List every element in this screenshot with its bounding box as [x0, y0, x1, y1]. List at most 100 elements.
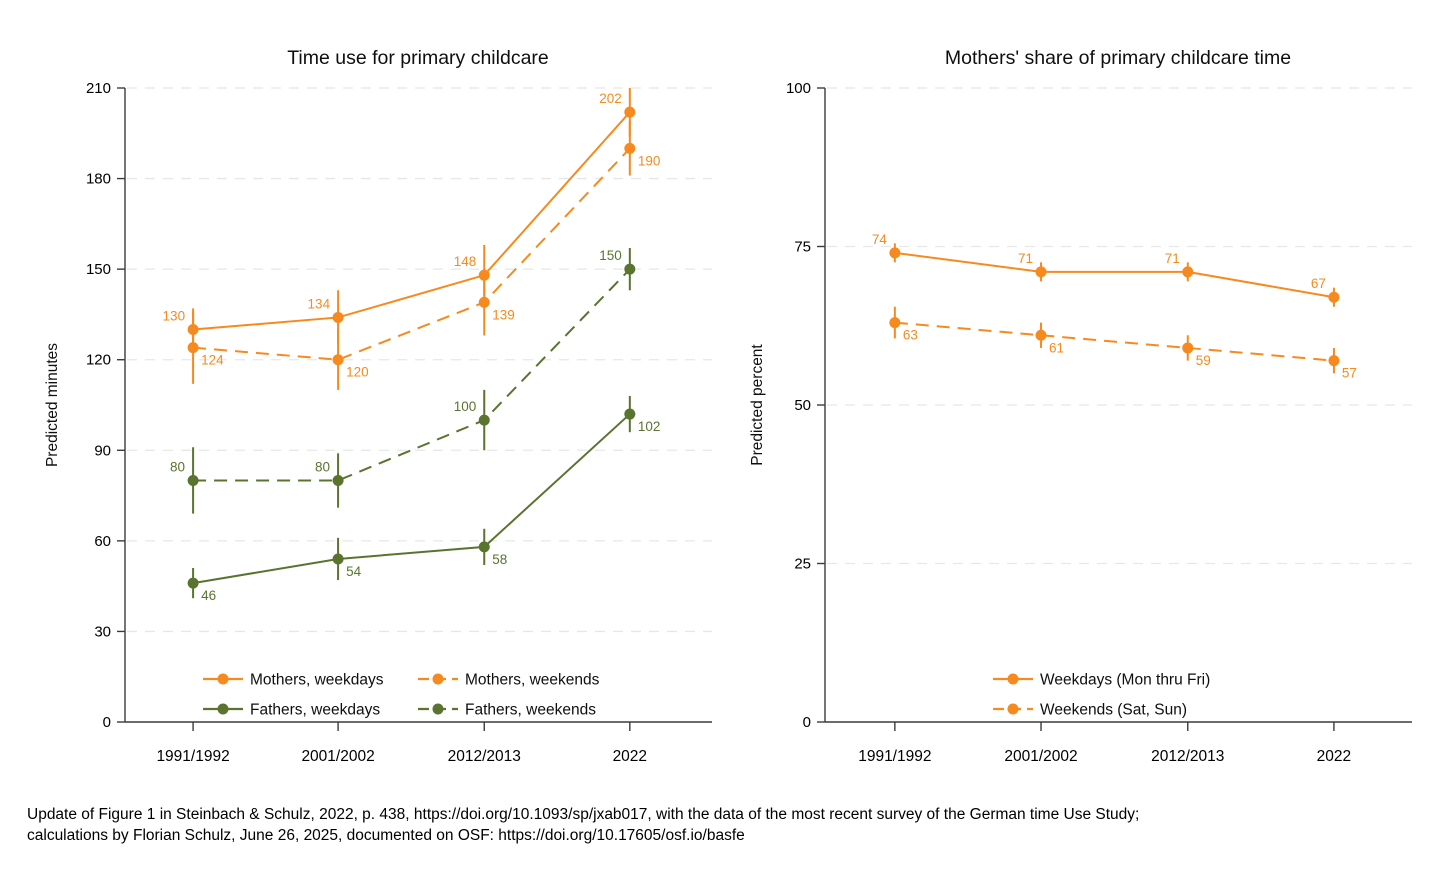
y-tick-label: 150	[86, 261, 111, 278]
x-tick-label: 2012/2013	[448, 748, 521, 765]
series-line	[193, 111, 631, 331]
series-weekends-sat-sun: 63 61 59 57	[889, 306, 1357, 381]
data-point	[187, 474, 199, 486]
value-label: 80	[170, 459, 185, 474]
value-label: 46	[201, 588, 216, 603]
data-point	[1328, 355, 1340, 367]
value-label: 124	[201, 353, 224, 368]
data-point	[624, 106, 636, 118]
value-label: 150	[599, 248, 622, 263]
y-axis-title: Predicted minutes	[44, 343, 61, 467]
y-tick-label: 60	[94, 533, 111, 550]
value-label: 67	[1311, 276, 1326, 291]
y-tick-label: 180	[86, 171, 111, 188]
legend-label: Mothers, weekends	[465, 672, 600, 689]
series-mothers-weekdays: 130 134 148 202	[163, 88, 636, 351]
y-tick-label: 50	[794, 397, 811, 414]
x-tick-label: 2001/2002	[301, 748, 374, 765]
y-tick-label: 0	[103, 714, 111, 731]
value-label: 59	[1196, 353, 1211, 368]
panel-mothers-share-of-primary-childcare-time: 0 25 50 75 100 1991/1992 2001/2002 2012/2013 202…	[749, 47, 1412, 765]
series-fathers-weekends: 80 80 100 150	[170, 248, 636, 514]
value-label: 139	[492, 307, 515, 322]
value-label: 71	[1165, 251, 1180, 266]
x-tick-label: 2022	[613, 748, 647, 765]
legend-symbol-marker	[1007, 703, 1019, 715]
data-point	[478, 296, 490, 308]
data-point	[1035, 329, 1047, 341]
data-point	[187, 342, 199, 354]
series-fathers-weekdays: 46 54 58 102	[187, 395, 661, 603]
value-label: 71	[1018, 251, 1033, 266]
data-point	[1035, 266, 1047, 278]
value-label: 58	[492, 552, 507, 567]
legend-item-mothers-weekends: Mothers, weekends	[418, 672, 600, 689]
legend-item-mothers-weekdays: Mothers, weekdays	[203, 672, 384, 689]
series-line	[193, 268, 631, 482]
y-tick-label: 25	[794, 556, 811, 573]
value-label: 134	[308, 296, 331, 311]
panel-time-use-for-primary-childcare: 0 30 60 90 120 150 180 210 1991/1992 2001/2002 201…	[44, 47, 712, 765]
value-label: 57	[1342, 366, 1357, 381]
data-point	[332, 354, 344, 366]
y-tick-label: 210	[86, 80, 111, 97]
value-label: 120	[346, 365, 369, 380]
value-label: 63	[903, 328, 918, 343]
y-tick-label: 0	[803, 714, 811, 731]
figure-note: Update of Figure 1 in Steinbach & Schulz…	[27, 804, 1139, 846]
legend-label: Mothers, weekdays	[250, 672, 384, 689]
legend-symbol-marker	[217, 673, 229, 685]
series-mothers-weekends: 124 120 139 190	[187, 121, 661, 390]
legend-item-fathers-weekdays: Fathers, weekdays	[203, 702, 380, 719]
y-tick-label: 90	[94, 442, 111, 459]
legend-symbol-marker	[217, 703, 229, 715]
legend-item-weekdays-mon-thru-fri: Weekdays (Mon thru Fri)	[993, 672, 1210, 689]
legend-item-weekends-sat-sun: Weekends (Sat, Sun)	[993, 702, 1187, 719]
two-panel-line-chart: 0 30 60 90 120 150 180 210 1991/1992 2001/2002 201…	[44, 47, 1412, 765]
series-line	[193, 147, 631, 361]
data-point	[332, 474, 344, 486]
legend-label: Weekdays (Mon thru Fri)	[1040, 672, 1210, 689]
series-line	[894, 251, 1335, 299]
legend-item-fathers-weekends: Fathers, weekends	[418, 702, 596, 719]
value-label: 190	[638, 153, 661, 168]
data-point	[478, 541, 490, 553]
legend-label: Weekends (Sat, Sun)	[1040, 702, 1187, 719]
value-label: 148	[454, 254, 477, 269]
legend-label: Fathers, weekdays	[250, 702, 380, 719]
data-point	[1328, 291, 1340, 303]
data-point	[889, 247, 901, 259]
data-point	[624, 263, 636, 275]
y-tick-label: 30	[94, 623, 111, 640]
x-tick-label: 2012/2013	[1151, 748, 1224, 765]
value-label: 100	[454, 399, 477, 414]
data-point	[1182, 342, 1194, 354]
value-label: 61	[1049, 340, 1064, 355]
legend-symbol-marker	[432, 703, 444, 715]
x-tick-label: 1991/1992	[156, 748, 229, 765]
legend-symbol-marker	[432, 673, 444, 685]
data-point	[624, 142, 636, 154]
value-label: 80	[315, 459, 330, 474]
figure-note-line-2: calculations by Florian Schulz, June 26,…	[27, 827, 745, 844]
x-tick-label: 2022	[1317, 748, 1351, 765]
series-weekdays-mon-thru-fri: 74 71 71 67	[872, 232, 1340, 307]
figure-note-line-1: Update of Figure 1 in Steinbach & Schulz…	[27, 806, 1140, 823]
series-line	[192, 413, 631, 585]
value-label: 54	[346, 564, 362, 579]
x-tick-label: 1991/1992	[858, 748, 931, 765]
data-point	[1182, 266, 1194, 278]
data-point	[624, 408, 636, 420]
value-label: 102	[638, 419, 661, 434]
data-point	[332, 311, 344, 323]
data-point	[332, 553, 344, 565]
y-tick-label: 100	[786, 80, 811, 97]
value-label: 130	[163, 309, 186, 324]
figure-canvas: 0 30 60 90 120 150 180 210 1991/1992 2001/2002 201…	[44, 47, 1412, 765]
panel-title: Time use for primary childcare	[287, 47, 549, 69]
data-point	[889, 317, 901, 329]
legend-symbol-marker	[1007, 673, 1019, 685]
data-point	[478, 414, 490, 426]
y-tick-label: 75	[794, 239, 811, 256]
value-label: 74	[872, 232, 888, 247]
